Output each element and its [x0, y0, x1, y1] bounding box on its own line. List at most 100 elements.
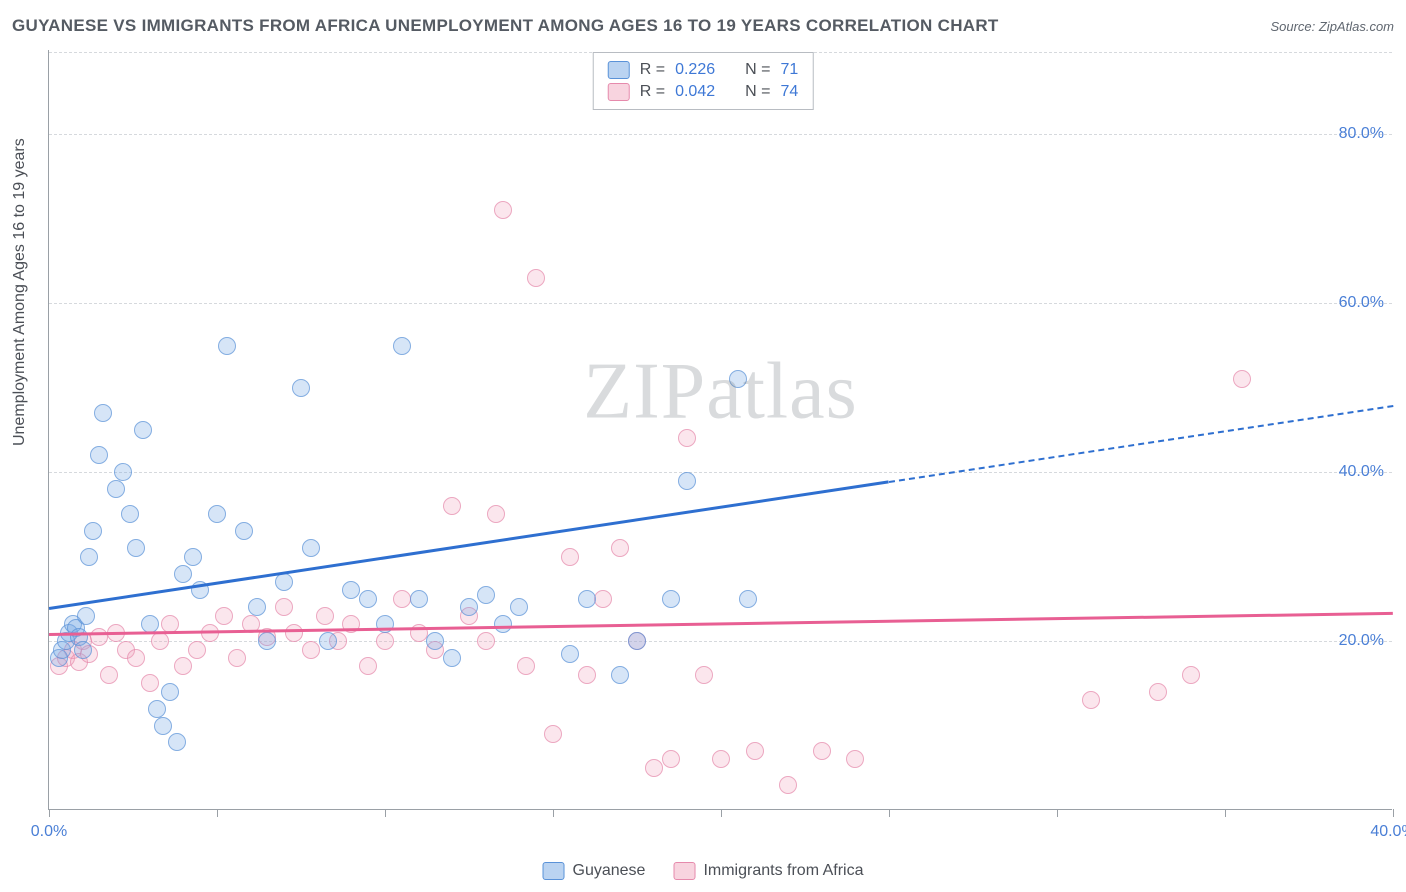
scatter-point-pink [127, 649, 145, 667]
scatter-point-pink [561, 548, 579, 566]
scatter-point-blue [302, 539, 320, 557]
n-value: 71 [780, 61, 798, 79]
scatter-point-pink [359, 657, 377, 675]
correlation-legend: R = 0.226 N = 71 R = 0.042 N = 74 [593, 52, 814, 110]
scatter-point-pink [594, 590, 612, 608]
scatter-point-blue [359, 590, 377, 608]
scatter-point-pink [517, 657, 535, 675]
swatch-pink [673, 862, 695, 880]
scatter-point-blue [628, 632, 646, 650]
xtick [49, 809, 50, 817]
ytick-label: 40.0% [1339, 463, 1384, 481]
xtick [889, 809, 890, 817]
scatter-point-pink [1182, 666, 1200, 684]
swatch-pink [608, 83, 630, 101]
trendline-guyanese [49, 481, 889, 610]
scatter-point-blue [184, 548, 202, 566]
xtick-label: 0.0% [31, 823, 67, 841]
scatter-point-blue [134, 421, 152, 439]
swatch-blue [608, 61, 630, 79]
gridline-h [49, 641, 1392, 642]
scatter-point-pink [393, 590, 411, 608]
scatter-point-blue [578, 590, 596, 608]
scatter-point-pink [678, 429, 696, 447]
scatter-point-blue [77, 607, 95, 625]
scatter-point-pink [645, 759, 663, 777]
scatter-point-pink [151, 632, 169, 650]
r-value: 0.042 [675, 83, 715, 101]
scatter-point-pink [544, 725, 562, 743]
scatter-point-pink [695, 666, 713, 684]
scatter-point-blue [121, 505, 139, 523]
scatter-point-blue [84, 522, 102, 540]
trendline-guyanese-extrapolated [889, 405, 1393, 483]
scatter-point-blue [174, 565, 192, 583]
scatter-point-blue [739, 590, 757, 608]
r-value: 0.226 [675, 61, 715, 79]
scatter-point-blue [410, 590, 428, 608]
xtick [1225, 809, 1226, 817]
scatter-point-blue [208, 505, 226, 523]
scatter-point-pink [527, 269, 545, 287]
scatter-point-pink [494, 201, 512, 219]
scatter-point-pink [846, 750, 864, 768]
scatter-point-blue [292, 379, 310, 397]
scatter-point-blue [611, 666, 629, 684]
scatter-point-blue [510, 598, 528, 616]
n-value: 74 [780, 83, 798, 101]
scatter-point-blue [443, 649, 461, 667]
scatter-point-pink [316, 607, 334, 625]
ytick-label: 80.0% [1339, 125, 1384, 143]
scatter-point-pink [662, 750, 680, 768]
scatter-point-pink [578, 666, 596, 684]
scatter-point-pink [1149, 683, 1167, 701]
scatter-point-pink [90, 628, 108, 646]
legend-label: Immigrants from Africa [703, 862, 863, 880]
scatter-point-blue [342, 581, 360, 599]
gridline-h [49, 472, 1392, 473]
watermark-text: ZIPatlas [583, 346, 858, 437]
scatter-point-blue [258, 632, 276, 650]
scatter-point-pink [376, 632, 394, 650]
scatter-point-blue [248, 598, 266, 616]
scatter-point-pink [285, 624, 303, 642]
scatter-point-blue [662, 590, 680, 608]
scatter-point-pink [712, 750, 730, 768]
scatter-point-blue [218, 337, 236, 355]
gridline-h [49, 303, 1392, 304]
scatter-point-blue [460, 598, 478, 616]
gridline-h [49, 134, 1392, 135]
scatter-point-pink [302, 641, 320, 659]
scatter-point-blue [114, 463, 132, 481]
xtick [1057, 809, 1058, 817]
legend-row-guyanese: R = 0.226 N = 71 [608, 59, 799, 81]
xtick [217, 809, 218, 817]
scatter-point-blue [426, 632, 444, 650]
chart-title: GUYANESE VS IMMIGRANTS FROM AFRICA UNEMP… [12, 16, 999, 36]
scatter-point-pink [1082, 691, 1100, 709]
xtick [1393, 809, 1394, 817]
xtick-label: 40.0% [1370, 823, 1406, 841]
scatter-point-pink [1233, 370, 1251, 388]
scatter-point-pink [611, 539, 629, 557]
xtick [385, 809, 386, 817]
scatter-point-blue [235, 522, 253, 540]
scatter-point-pink [228, 649, 246, 667]
scatter-point-blue [80, 548, 98, 566]
scatter-point-pink [275, 598, 293, 616]
series-legend: Guyanese Immigrants from Africa [543, 862, 864, 880]
ytick-label: 60.0% [1339, 294, 1384, 312]
scatter-point-blue [561, 645, 579, 663]
scatter-point-pink [487, 505, 505, 523]
scatter-point-blue [161, 683, 179, 701]
r-label: R = [640, 61, 665, 79]
legend-item-guyanese: Guyanese [543, 862, 646, 880]
scatter-point-blue [319, 632, 337, 650]
ytick-label: 20.0% [1339, 632, 1384, 650]
scatter-point-pink [813, 742, 831, 760]
scatter-point-blue [376, 615, 394, 633]
scatter-point-blue [154, 717, 172, 735]
scatter-point-blue [678, 472, 696, 490]
scatter-plot-area: ZIPatlas 20.0%40.0%60.0%80.0%0.0%40.0% [48, 50, 1392, 810]
scatter-point-blue [127, 539, 145, 557]
